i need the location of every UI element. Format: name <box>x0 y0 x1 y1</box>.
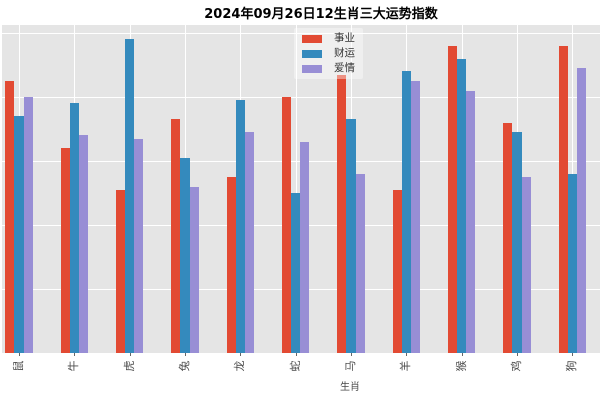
legend: 事业 财运 爱情 <box>294 28 363 79</box>
bar-事业-蛇 <box>281 97 292 353</box>
x-tick-label-鸡: 鸡 <box>509 360 523 372</box>
bar-爱情-羊 <box>410 81 421 353</box>
legend-label: 财运 <box>334 47 355 59</box>
legend-swatch <box>302 34 322 43</box>
bar-爱情-兔 <box>189 186 199 353</box>
x-axis-tick <box>74 353 76 356</box>
bar-爱情-蛇 <box>300 141 310 353</box>
x-tick-label-猴: 猴 <box>454 360 468 372</box>
legend-swatch <box>302 49 322 58</box>
legend-item-事业: 事业 <box>302 31 355 46</box>
legend-label: 事业 <box>334 32 355 44</box>
chart-title: 2024年09月26日12生肖三大运势指数 <box>204 7 438 22</box>
bar-爱情-龙 <box>244 132 255 353</box>
x-tick-label-兔: 兔 <box>177 360 191 372</box>
x-tick-label-狗: 狗 <box>565 360 579 372</box>
x-axis-tick <box>461 353 463 356</box>
x-tick-label-龙: 龙 <box>233 360 247 372</box>
bar-爱情-鸡 <box>521 177 531 353</box>
bar-事业-牛 <box>60 148 70 353</box>
bar-爱情-猴 <box>466 90 476 353</box>
bar-爱情-虎 <box>134 138 144 353</box>
plot-area <box>2 25 600 353</box>
bar-事业-鸡 <box>503 122 513 353</box>
bar-财运-龙 <box>235 100 245 353</box>
x-axis-tick <box>350 353 352 356</box>
bar-事业-羊 <box>392 189 402 353</box>
bar-事业-猴 <box>447 45 458 353</box>
bar-事业-虎 <box>115 189 126 353</box>
x-tick-label-蛇: 蛇 <box>288 360 302 372</box>
bar-爱情-牛 <box>78 135 89 353</box>
x-tick-label-马: 马 <box>343 360 357 372</box>
bar-爱情-马 <box>355 173 365 353</box>
legend-swatch <box>302 64 322 73</box>
x-axis-tick <box>406 353 408 356</box>
bar-财运-虎 <box>125 39 135 353</box>
bar-事业-兔 <box>171 119 181 353</box>
bar-爱情-鼠 <box>23 97 33 353</box>
x-axis-tick <box>19 353 20 356</box>
x-axis-tick <box>240 353 242 356</box>
bar-财运-马 <box>346 119 356 353</box>
x-tick-label-鼠: 鼠 <box>12 360 25 372</box>
x-tick-label-牛: 牛 <box>67 360 81 372</box>
legend-item-财运: 财运 <box>302 46 355 61</box>
x-axis-tick <box>184 353 186 356</box>
bar-财运-羊 <box>401 71 411 353</box>
bar-财运-狗 <box>567 173 577 353</box>
x-tick-label-虎: 虎 <box>122 360 136 372</box>
gridline-horizontal <box>2 97 600 98</box>
legend-label: 爱情 <box>334 62 355 74</box>
bar-财运-蛇 <box>291 193 301 353</box>
legend-item-爱情: 爱情 <box>302 61 355 76</box>
x-tick-label-羊: 羊 <box>399 360 413 372</box>
bar-爱情-狗 <box>576 68 587 353</box>
gridline-vertical <box>295 25 297 353</box>
x-axis-tick <box>516 353 518 356</box>
x-axis-tick <box>572 353 574 356</box>
bar-财运-猴 <box>457 58 467 353</box>
bar-事业-龙 <box>226 177 236 353</box>
bar-财运-鼠 <box>14 116 24 353</box>
bar-事业-鼠 <box>5 81 15 353</box>
bar-财运-鸡 <box>512 132 522 353</box>
bar-财运-兔 <box>180 157 190 353</box>
bar-财运-牛 <box>69 103 79 353</box>
x-axis-tick <box>129 353 131 356</box>
bar-事业-狗 <box>558 45 568 353</box>
x-axis-tick <box>295 353 297 356</box>
gridline-horizontal <box>2 33 600 34</box>
bar-事业-马 <box>337 74 347 353</box>
x-axis-label: 生肖 <box>340 382 360 393</box>
